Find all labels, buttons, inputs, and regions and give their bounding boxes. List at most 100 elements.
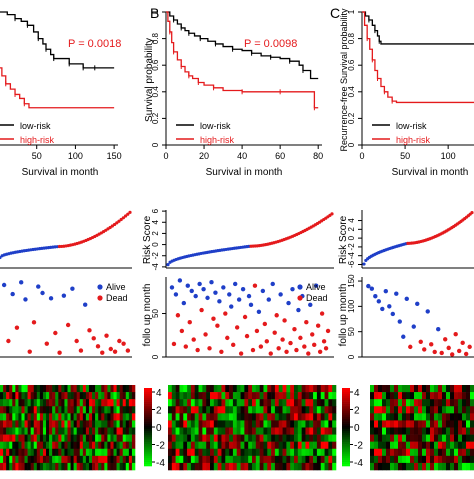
heatmap-cell [33, 420, 38, 428]
heatmap-cell [128, 448, 133, 457]
heatmap-cell [42, 427, 47, 435]
heatmap-cell [21, 385, 25, 393]
heatmap-cell [414, 392, 419, 400]
heatmap-cell [104, 448, 108, 457]
heatmap-cell [328, 455, 333, 464]
heatmap-cell [240, 427, 245, 435]
heatmap-cell [79, 448, 84, 457]
heatmap-cell [46, 427, 50, 435]
heatmap-cell [52, 406, 56, 414]
heatmap-cell [316, 462, 322, 471]
heatmap-cell [24, 385, 28, 393]
heatmap-cell [92, 462, 96, 471]
heatmap-cell [244, 385, 249, 393]
dead-point [463, 351, 469, 357]
heatmap-cell [70, 392, 74, 400]
heatmap-cell [61, 413, 65, 421]
heatmap-cell [263, 427, 268, 435]
heatmap-cell [67, 413, 71, 421]
heatmap-cell [390, 427, 395, 435]
heatmap-cell [313, 385, 318, 393]
heatmap-cell [394, 413, 399, 421]
heatmap-cell [15, 434, 19, 442]
heatmap-cell [442, 420, 447, 428]
heatmap-cell [70, 434, 74, 442]
heatmap-cell [259, 462, 264, 471]
heatmap-cell [414, 427, 419, 435]
heatmap-cell [202, 385, 207, 393]
heatmap-cell [221, 392, 226, 400]
heatmap-cell [454, 448, 459, 457]
heatmap-cell [67, 406, 71, 414]
heatmap-cell [82, 420, 87, 428]
heatmap-cell [3, 413, 7, 421]
heatmap-cell [328, 385, 333, 393]
heatmap-cell [27, 434, 31, 442]
y-tick-label: 100 [347, 299, 356, 313]
colorbar-cell [342, 399, 350, 402]
alive-point [201, 286, 206, 292]
heatmap-cell [255, 448, 260, 457]
heatmap-cell [194, 462, 199, 471]
heatmap-cell [58, 448, 62, 457]
heatmap-cell [49, 462, 53, 471]
heatmap-cell [210, 448, 215, 457]
heatmap-cell [225, 406, 230, 414]
heatmap-cell [88, 420, 93, 428]
heatmap-cell [187, 385, 192, 393]
dead-point [244, 333, 250, 339]
heatmap-cell [229, 392, 234, 400]
heatmap-cell [21, 427, 25, 435]
heatmap-cell [30, 413, 35, 421]
heatmap-cell [190, 434, 196, 442]
heatmap-cell [202, 441, 207, 450]
heatmap-cell [438, 448, 443, 457]
heatmap-cell [194, 455, 199, 464]
heatmap-cell [370, 441, 375, 450]
heatmap-cell [88, 385, 93, 393]
heatmap-cell [58, 427, 62, 435]
dead-point [238, 351, 244, 356]
heatmap-cell [70, 385, 74, 393]
heatmap-cell [107, 427, 111, 435]
heatmap-cell [213, 462, 218, 471]
heatmap-cell [85, 399, 90, 407]
heatmap-cell [382, 455, 387, 464]
heatmap-cell [198, 462, 203, 471]
dead-point [112, 349, 118, 354]
heatmap-cell [271, 455, 276, 464]
legend-label: Dead [306, 293, 328, 303]
heatmap-cell [414, 455, 419, 464]
heatmap-cell [76, 392, 81, 400]
heatmap-cell [442, 455, 447, 464]
heatmap-cell [221, 399, 226, 407]
heatmap-cell [42, 434, 47, 442]
heatmap-cell [125, 399, 130, 407]
heatmap-cell [290, 406, 295, 414]
heatmap-cell [236, 462, 241, 471]
dead-point [187, 320, 192, 325]
heatmap-cell [58, 441, 62, 450]
heatmap-cell [263, 406, 268, 414]
dead-point [288, 340, 293, 346]
heatmap-cell [410, 399, 415, 407]
heatmap-cell [290, 420, 295, 428]
heatmap-cell [42, 399, 47, 407]
heatmap-cell [104, 434, 108, 442]
heatmap-cell [206, 392, 211, 400]
heatmap-cell [88, 413, 93, 421]
y-tick-label: 0.2 [347, 112, 356, 124]
ylabel-survival-b: Survival probability [144, 38, 155, 122]
colorbar-cell [144, 423, 152, 426]
heatmap-cell [76, 420, 81, 428]
heatmap-cell [113, 427, 117, 435]
heatmap-cell [305, 455, 310, 464]
heatmap-cell [274, 399, 280, 407]
heatmap-cell [450, 441, 455, 450]
heatmap-cell [414, 420, 419, 428]
heatmap-cell [101, 399, 105, 407]
heatmap-cell [131, 455, 136, 464]
heatmap-cell [274, 448, 280, 457]
heatmap-cell [434, 427, 439, 435]
heatmap-cell [131, 434, 136, 442]
